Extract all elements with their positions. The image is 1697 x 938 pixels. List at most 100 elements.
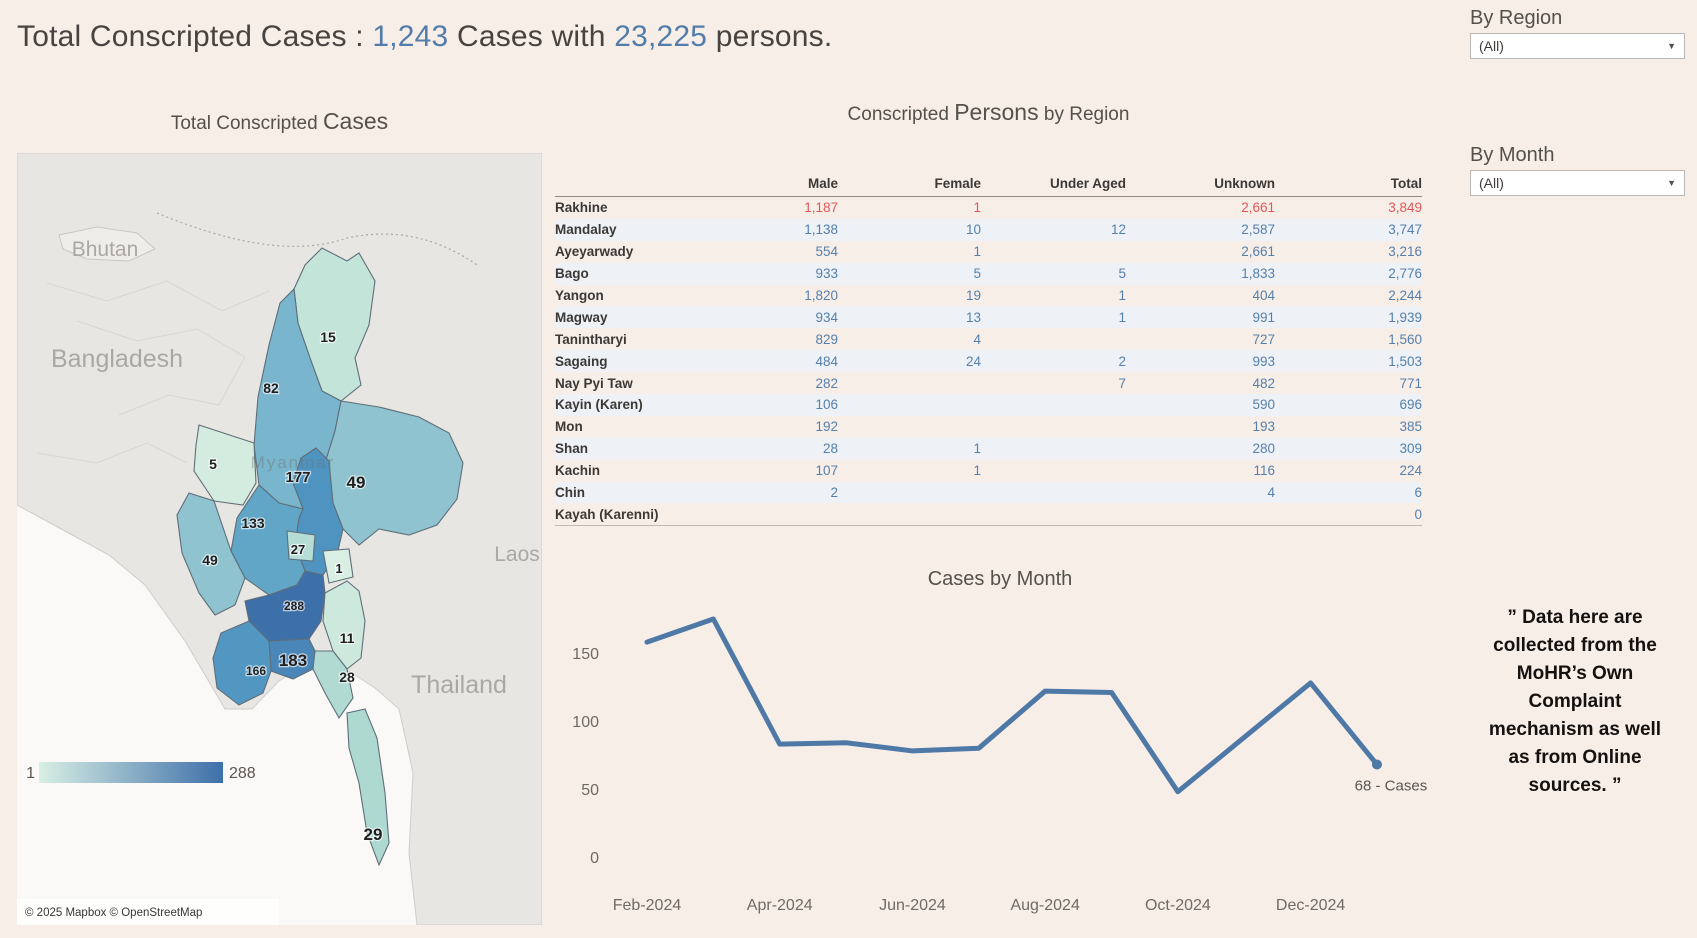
cell-region[interactable]: Mon (555, 419, 583, 435)
cell-value[interactable] (838, 482, 981, 504)
map-region-nay-pyi-taw[interactable] (286, 530, 316, 562)
map-region-kayah[interactable] (322, 548, 354, 584)
cell-value[interactable]: 0 (1414, 506, 1422, 522)
cell-value[interactable] (981, 438, 1126, 460)
table-row[interactable]: Kayah (Karenni) 0 (555, 503, 1422, 525)
map-region-tanintharyi[interactable] (346, 708, 390, 867)
region-filter-dropdown[interactable]: (All) ▼ (1470, 33, 1685, 59)
table-row[interactable]: Mon 192 193 385 (555, 416, 1422, 438)
table-row[interactable]: Rakhine 1,187 1 2,661 3,849 (555, 197, 1422, 219)
cell-region[interactable]: Kachin (555, 463, 601, 479)
cell-value[interactable] (1126, 503, 1275, 525)
cell-value[interactable]: 13 (965, 309, 981, 325)
cell-region[interactable]: Nay Pyi Taw (555, 375, 633, 391)
cases-line[interactable] (644, 616, 1380, 795)
cell-value[interactable]: 727 (1252, 331, 1275, 347)
table-row[interactable]: Shan 28 1 280 309 (555, 437, 1422, 460)
cell-value[interactable]: 1 (1118, 288, 1126, 303)
cell-value[interactable]: 19 (965, 288, 981, 303)
cell-value[interactable] (981, 197, 1126, 219)
cell-value[interactable]: 993 (1252, 353, 1275, 369)
cell-value[interactable]: 1 (1118, 309, 1126, 325)
cell-value[interactable]: 224 (1399, 463, 1422, 479)
cell-value[interactable]: 482 (1252, 375, 1275, 391)
col-header-unknown[interactable]: Unknown (1126, 176, 1275, 197)
table-row[interactable]: Bago 933 5 5 1,833 2,776 (555, 262, 1422, 285)
cell-value[interactable]: 6 (1414, 485, 1422, 501)
cell-value[interactable]: 7 (1118, 375, 1126, 391)
map-region-kayin[interactable] (322, 580, 366, 670)
cell-value[interactable]: 24 (965, 353, 981, 369)
map-region-ayeyarwady[interactable] (212, 620, 272, 706)
cell-value[interactable]: 3,216 (1388, 244, 1422, 260)
cell-value[interactable]: 1 (973, 244, 981, 260)
cell-value[interactable] (981, 394, 1126, 416)
cell-region[interactable]: Shan (555, 441, 589, 457)
table-row[interactable]: Kayin (Karen) 106 590 696 (555, 394, 1422, 416)
table-row[interactable]: Nay Pyi Taw 282 7 482 771 (555, 372, 1422, 394)
cell-value[interactable]: 2 (830, 485, 838, 501)
cell-value[interactable]: 829 (815, 331, 838, 347)
col-header-female[interactable]: Female (838, 176, 981, 197)
cell-value[interactable]: 309 (1399, 441, 1422, 457)
cell-value[interactable]: 1,560 (1388, 331, 1422, 347)
cell-value[interactable] (838, 394, 981, 416)
cell-value[interactable]: 2 (1118, 353, 1126, 369)
cell-value[interactable]: 4 (1267, 485, 1275, 501)
cell-value[interactable]: 933 (815, 266, 838, 282)
cell-value[interactable] (838, 416, 981, 438)
cell-value[interactable]: 385 (1399, 419, 1422, 435)
cell-region[interactable]: Bago (555, 266, 589, 282)
cell-value[interactable]: 484 (815, 353, 838, 369)
cell-value[interactable]: 12 (1110, 222, 1126, 238)
cell-value[interactable] (981, 241, 1126, 263)
cell-value[interactable]: 5 (1118, 266, 1126, 282)
cell-value[interactable]: 1,187 (804, 200, 838, 216)
cell-value[interactable] (981, 503, 1126, 525)
table-row[interactable]: Kachin 107 1 116 224 (555, 460, 1422, 482)
cell-region[interactable]: Kayah (Karenni) (555, 506, 659, 522)
cell-value[interactable]: 2,244 (1388, 288, 1422, 303)
cell-value[interactable] (981, 328, 1126, 350)
cell-region[interactable]: Kayin (Karen) (555, 397, 643, 413)
cell-value[interactable]: 696 (1399, 397, 1422, 413)
cell-value[interactable]: 590 (1252, 397, 1275, 413)
col-header-male[interactable]: Male (745, 176, 838, 197)
cell-value[interactable]: 3,849 (1388, 200, 1422, 216)
cell-value[interactable] (981, 416, 1126, 438)
cell-value[interactable]: 116 (1253, 463, 1275, 479)
cell-value[interactable]: 554 (815, 244, 838, 260)
cell-value[interactable]: 28 (822, 441, 838, 457)
table-row[interactable]: Ayeyarwady 554 1 2,661 3,216 (555, 241, 1422, 263)
cell-value[interactable]: 1,939 (1388, 309, 1422, 325)
cell-value[interactable]: 404 (1252, 288, 1275, 303)
cell-value[interactable]: 1,503 (1388, 353, 1422, 369)
cell-value[interactable]: 106 (815, 397, 838, 413)
last-point-marker[interactable] (1371, 759, 1382, 770)
cell-value[interactable]: 991 (1252, 309, 1275, 325)
table-row[interactable]: Sagaing 484 24 2 993 1,503 (555, 350, 1422, 373)
cell-value[interactable] (838, 503, 981, 525)
cell-value[interactable]: 107 (815, 463, 838, 479)
map-attribution[interactable]: © 2025 Mapbox © OpenStreetMap (25, 907, 202, 919)
map-region-rakhine[interactable] (176, 492, 246, 616)
cell-value[interactable]: 1,833 (1241, 266, 1275, 282)
cell-region[interactable]: Sagaing (555, 353, 608, 369)
cell-value[interactable]: 3,747 (1388, 222, 1422, 238)
table-row[interactable]: Yangon 1,820 19 1 404 2,244 (555, 285, 1422, 307)
cell-value[interactable]: 192 (815, 419, 838, 435)
cell-value[interactable]: 2,776 (1388, 266, 1422, 282)
col-header-total[interactable]: Total (1275, 176, 1422, 197)
cell-value[interactable]: 1 (973, 463, 981, 479)
cell-value[interactable]: 1,138 (804, 222, 838, 238)
table-row[interactable]: Chin 2 4 6 (555, 481, 1422, 504)
cell-value[interactable]: 771 (1399, 375, 1422, 391)
cell-region[interactable]: Rakhine (555, 200, 608, 216)
cell-region[interactable]: Mandalay (555, 222, 617, 238)
cell-value[interactable]: 2,661 (1241, 244, 1275, 260)
table-row[interactable]: Tanintharyi 829 4 727 1,560 (555, 328, 1422, 350)
col-header-under-aged[interactable]: Under Aged (981, 176, 1126, 197)
cell-value[interactable]: 4 (973, 331, 981, 347)
cell-value[interactable] (981, 460, 1126, 482)
cell-value[interactable] (981, 482, 1126, 504)
